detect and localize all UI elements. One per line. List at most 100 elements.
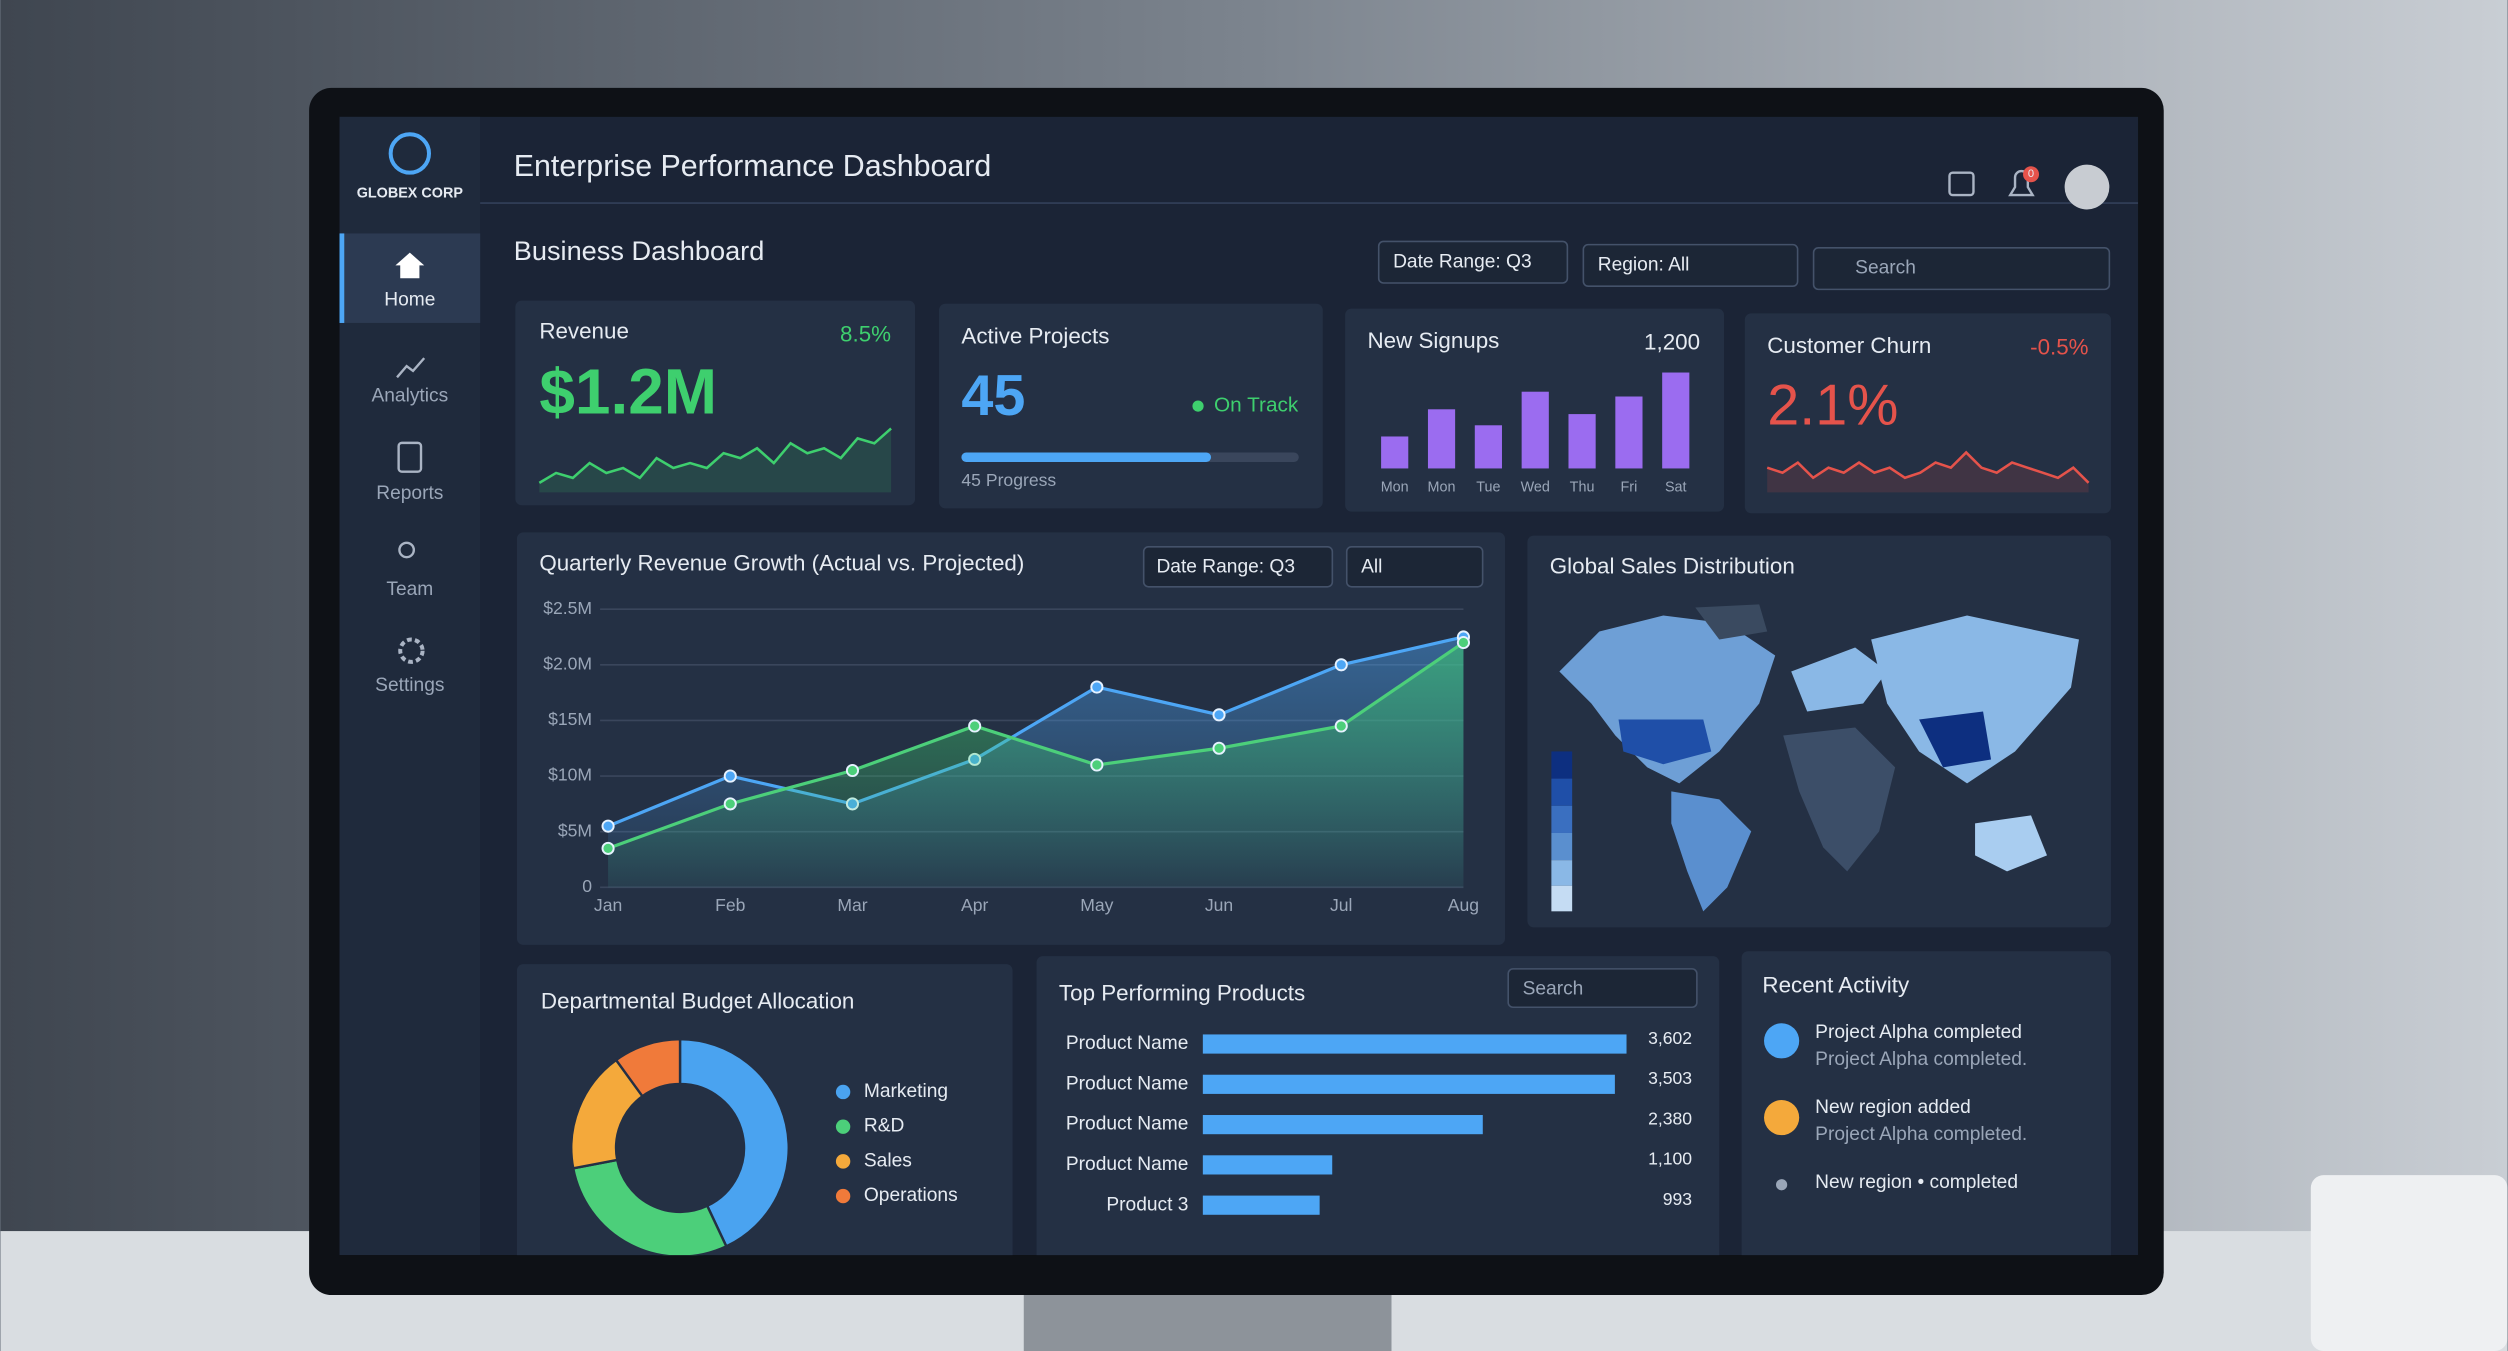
chart-title: Departmental Budget Allocation — [541, 988, 854, 1013]
badge — [2023, 166, 2040, 183]
kpi-value: 45 — [961, 364, 1025, 428]
activity-text: Project Alpha completed. — [1815, 1124, 2027, 1145]
card — [1744, 313, 2111, 514]
x-tick-label: Mon — [1381, 479, 1409, 495]
filter[interactable] — [1377, 240, 1569, 284]
filter-label: Date Range: Q3 — [1156, 557, 1295, 578]
nav-item[interactable]: Settings — [375, 675, 444, 696]
value-label: 2,380 — [1648, 1108, 1692, 1128]
badge-count: 0 — [2028, 168, 2034, 180]
filter-label: All — [1361, 557, 1382, 578]
filter-label: Region: All — [1598, 254, 1690, 275]
point — [845, 763, 860, 778]
status: On Track — [1214, 394, 1299, 417]
value-label: 993 — [1663, 1189, 1692, 1209]
continent — [1975, 815, 2048, 872]
sparkline — [1766, 450, 2090, 484]
continent — [1783, 727, 1896, 872]
x-tick-label: Jan — [594, 895, 622, 915]
bar — [1474, 425, 1502, 469]
point — [1334, 719, 1348, 733]
line — [607, 641, 1465, 850]
continent — [1559, 615, 1776, 784]
region — [1618, 719, 1712, 765]
x-tick-label: Wed — [1521, 479, 1550, 495]
x-tick-label: Tue — [1476, 479, 1500, 495]
progress-fill — [961, 452, 1212, 463]
area — [608, 642, 1464, 888]
search-box[interactable] — [1812, 247, 2111, 291]
bar — [1202, 1115, 1483, 1135]
point — [601, 841, 615, 855]
nav-item[interactable]: Reports — [376, 483, 443, 504]
x-tick-label: Thu — [1570, 479, 1595, 495]
nav-item[interactable]: Team — [386, 579, 433, 600]
y-tick-label: 0 — [582, 876, 592, 896]
team-icon — [398, 541, 416, 559]
card — [1036, 956, 1720, 1256]
scale-step — [1551, 751, 1573, 779]
donut-slice — [571, 1158, 728, 1256]
filter[interactable] — [1345, 545, 1484, 588]
point — [1212, 708, 1226, 722]
scale-step — [1551, 860, 1573, 886]
header-title: Enterprise Performance Dashboard — [514, 150, 992, 183]
point — [723, 797, 737, 811]
settings-icon — [398, 637, 425, 664]
bar — [1202, 1034, 1627, 1054]
bar-label: Product Name — [1066, 1073, 1189, 1094]
activity-title: Recent Activity — [1762, 972, 1910, 997]
activity-text: Project Alpha completed. — [1815, 1049, 2027, 1070]
activity-dot — [1776, 1179, 1788, 1191]
bar-label: Product Name — [1066, 1154, 1189, 1175]
logo — [388, 132, 432, 175]
continent — [1791, 647, 1888, 712]
continent — [1671, 791, 1752, 912]
calendar-icon[interactable] — [1948, 171, 1975, 197]
home-icon — [395, 252, 425, 279]
bar — [1615, 396, 1643, 469]
point — [601, 819, 615, 833]
legend-swatch — [835, 1154, 851, 1169]
x-tick-label: Sat — [1665, 479, 1687, 495]
bar-label: Product 3 — [1106, 1194, 1188, 1215]
nav-indicator — [339, 233, 345, 323]
donut-slice — [678, 1038, 790, 1248]
nav-item[interactable]: Analytics — [371, 386, 448, 407]
bar — [1202, 1195, 1320, 1215]
sparkline-area — [1767, 452, 2089, 493]
point — [1334, 658, 1348, 672]
legend-swatch — [835, 1084, 851, 1100]
avatar[interactable] — [2064, 164, 2110, 210]
kpi-change: 8.5% — [840, 322, 891, 347]
brand: GLOBEX CORP — [357, 185, 464, 201]
search-box[interactable] — [1507, 968, 1698, 1009]
bar — [1427, 409, 1456, 469]
sparkline-area — [539, 428, 892, 493]
x-tick-label: Mar — [837, 895, 867, 915]
nav-item[interactable]: Home — [384, 290, 435, 311]
reports-icon — [397, 441, 423, 473]
y-tick-label: $5M — [558, 820, 592, 840]
filter[interactable] — [1142, 545, 1334, 588]
card — [515, 300, 916, 506]
card — [1741, 951, 2111, 1256]
point — [1090, 758, 1104, 772]
chart-title: Quarterly Revenue Growth (Actual vs. Pro… — [539, 550, 1024, 575]
bar — [1568, 414, 1596, 469]
x-tick-label: Jun — [1205, 895, 1233, 915]
map-title: Global Sales Distribution — [1550, 553, 1795, 578]
filter[interactable] — [1582, 243, 1799, 287]
mug — [2310, 1175, 2508, 1351]
bar-label: Product Name — [1066, 1033, 1189, 1054]
kpi-title: Active Projects — [961, 323, 1109, 348]
activity-icon — [1764, 1023, 1800, 1059]
point — [1090, 680, 1104, 694]
region — [1919, 711, 1992, 768]
activity-item: Project Alpha completed — [1815, 1022, 2022, 1043]
value-label: 3,602 — [1648, 1028, 1692, 1048]
continent — [1871, 615, 2079, 784]
x-tick-label: Mon — [1428, 479, 1456, 495]
kpi-value: 1,200 — [1644, 330, 1700, 355]
filter-label: Date Range: Q3 — [1393, 251, 1532, 272]
